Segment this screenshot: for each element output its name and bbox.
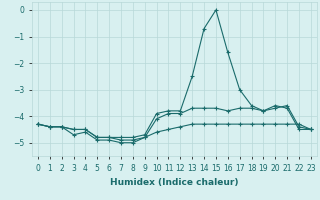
X-axis label: Humidex (Indice chaleur): Humidex (Indice chaleur) bbox=[110, 178, 239, 187]
